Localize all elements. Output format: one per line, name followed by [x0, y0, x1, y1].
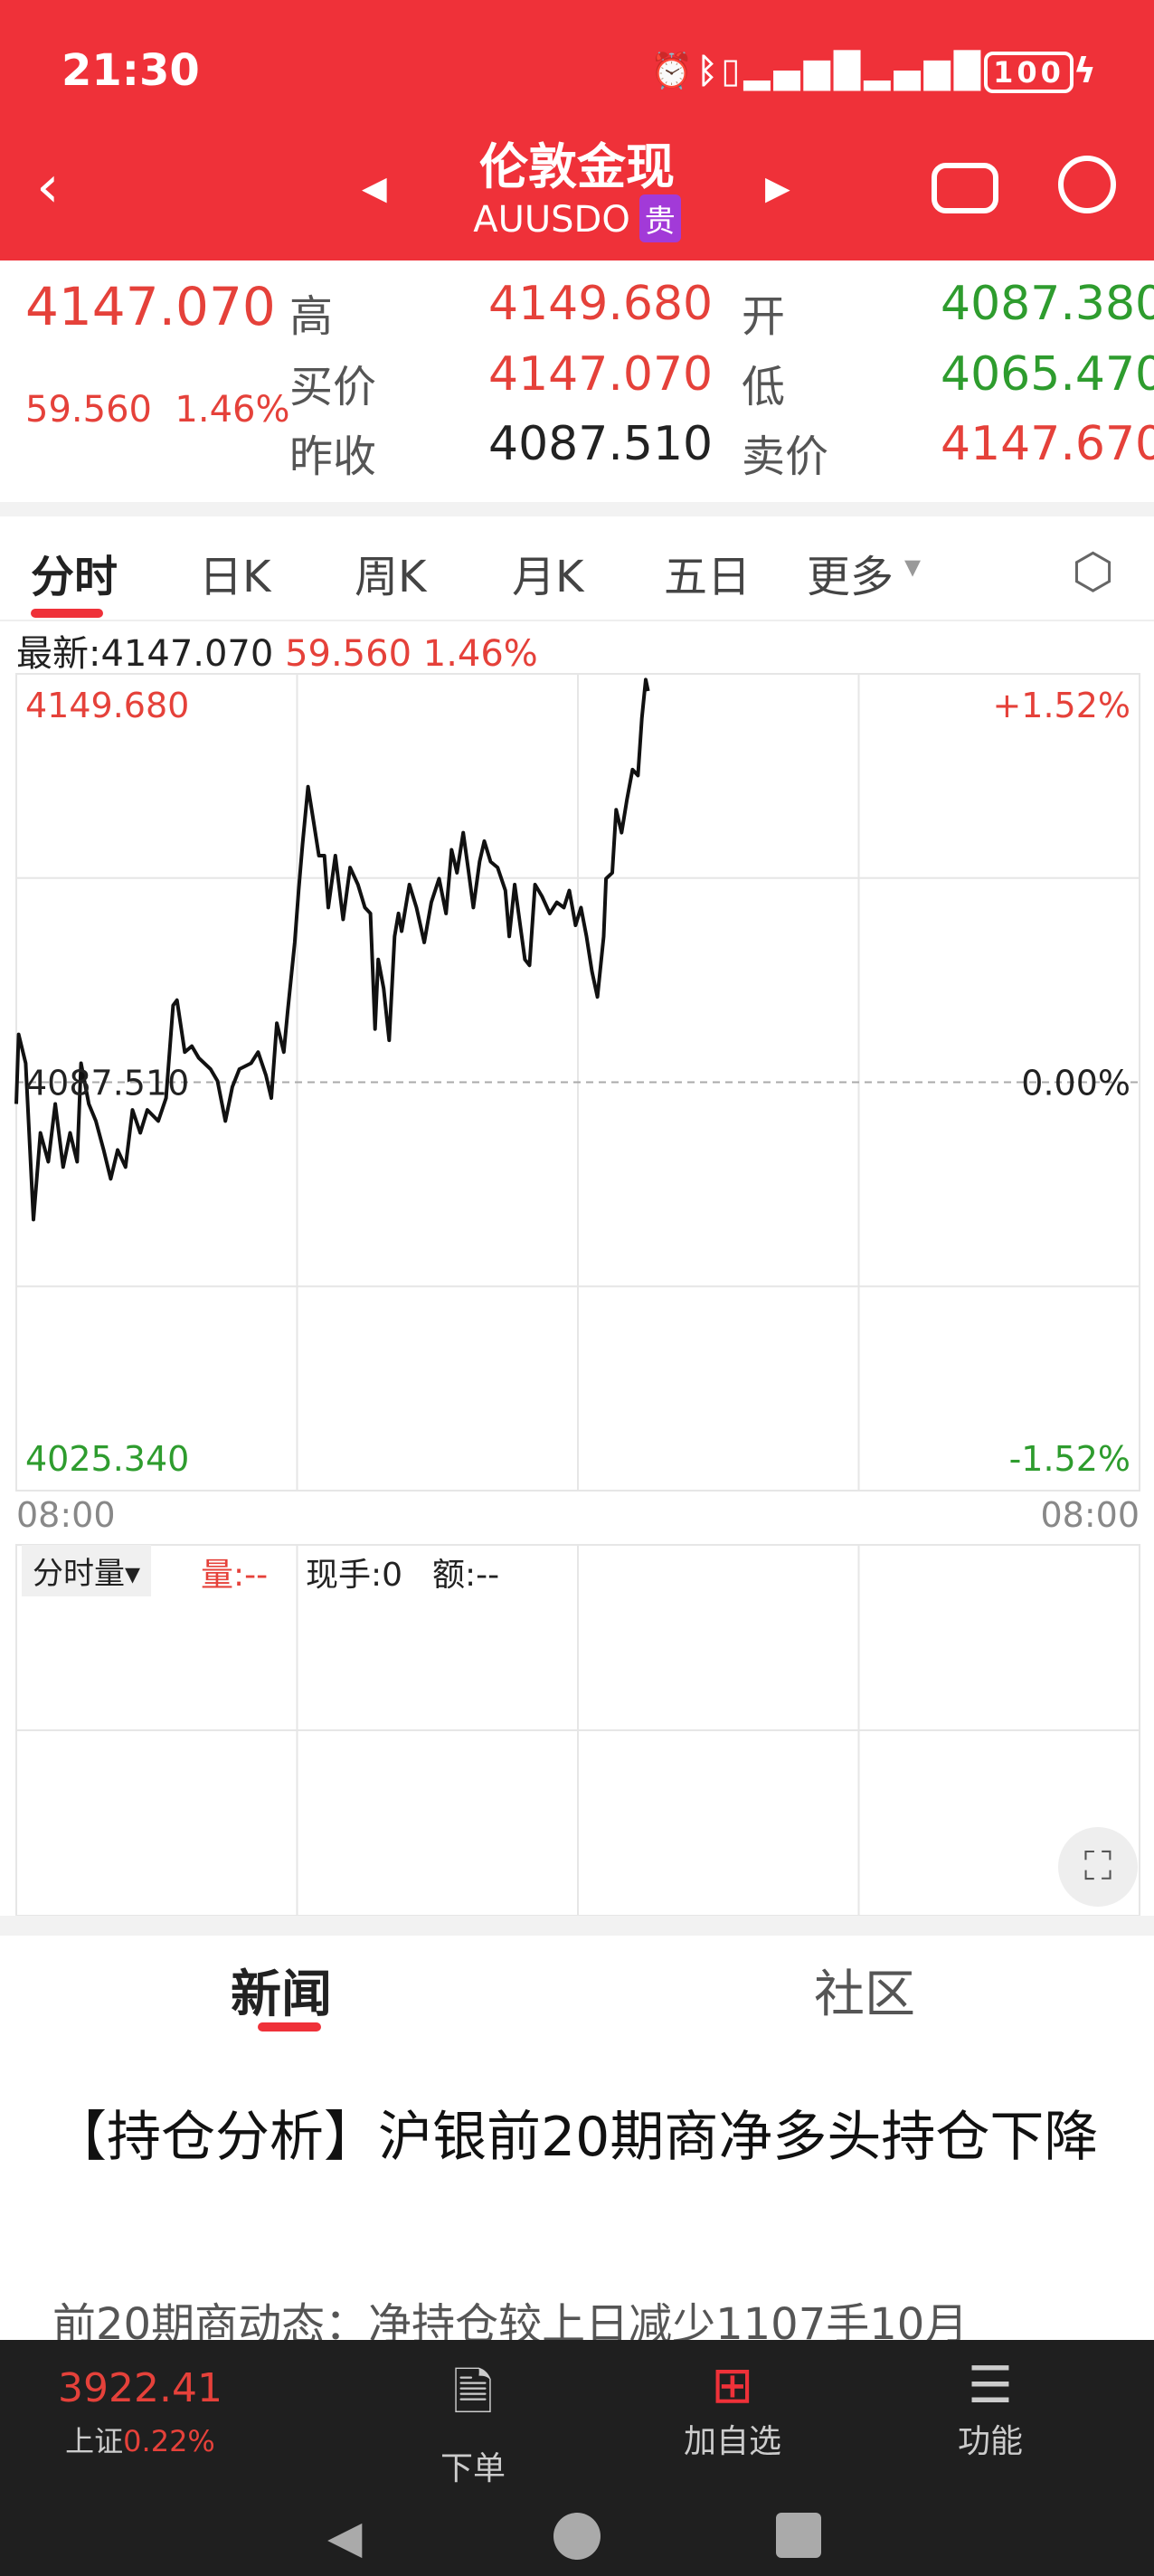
- page-title: 伦敦金现: [479, 138, 675, 195]
- index-name: 上证: [65, 2424, 124, 2458]
- quote-label: 开: [742, 291, 786, 342]
- nav-label: 功能: [957, 2423, 1023, 2460]
- quote-value: 4147.070: [488, 347, 714, 402]
- volume-value: 量:--: [201, 1557, 269, 1594]
- quote-value: 4087.510: [488, 417, 714, 471]
- quote-value: 4087.380: [941, 277, 1154, 331]
- x-tick: 08:00: [1040, 1495, 1140, 1535]
- quote-label: 昨收: [289, 431, 377, 482]
- robot-icon[interactable]: [932, 163, 998, 213]
- search-icon[interactable]: [1058, 156, 1116, 213]
- nav-order[interactable]: 🗎 下单: [360, 2340, 586, 2496]
- system-nav: ◀: [0, 2496, 1154, 2576]
- quote-label: 低: [742, 362, 786, 412]
- bottom-nav: 3922.41 上证0.22% 🗎 下单 ⊞ 加自选 ☰ 功能: [0, 2340, 1154, 2496]
- back-icon[interactable]: ‹: [36, 154, 60, 221]
- status-time: 21:30: [61, 45, 200, 96]
- latest-label: 最新:4147.070: [16, 633, 274, 675]
- divider: [0, 502, 1154, 516]
- category-badge: 贵: [638, 194, 681, 242]
- tab-3[interactable]: 月K: [512, 552, 584, 602]
- status-icons: ⏰ᛒ▯▂▄▆█▂▄▆█ 100 ϟ: [650, 51, 1100, 93]
- next-icon[interactable]: ▶: [765, 170, 790, 207]
- nav-label: 加自选: [683, 2423, 781, 2460]
- change-value: 59.560: [25, 389, 152, 431]
- charging-icon: ϟ: [1073, 51, 1100, 90]
- current-hand: 现手:0: [306, 1557, 403, 1594]
- index-value: 3922.41: [58, 2365, 222, 2411]
- home-nav-icon[interactable]: [553, 2513, 601, 2560]
- news-title[interactable]: 【持仓分析】沪银前20期商净多头持仓下降: [52, 2106, 1099, 2169]
- quote-value: 4147.670: [941, 417, 1154, 471]
- price-line: [14, 677, 650, 1222]
- y-tick-left: 4149.680: [25, 686, 189, 725]
- add-box-icon: ⊞: [711, 2356, 754, 2415]
- menu-circle-icon: ☰: [967, 2356, 1014, 2415]
- alarm-icon: ⏰: [650, 51, 697, 90]
- latest-price-line: 最新:4147.070 59.560 1.46%: [16, 624, 538, 677]
- y-tick-right: 0.00%: [1021, 1064, 1130, 1103]
- y-tick-left: 4087.510: [25, 1064, 189, 1103]
- divider: [0, 620, 1154, 621]
- nav-functions[interactable]: ☰ 功能: [877, 2340, 1103, 2496]
- symbol-code: AUUSDO: [473, 199, 630, 241]
- tab-community[interactable]: 社区: [814, 1965, 915, 2024]
- y-tick-right: -1.52%: [1009, 1439, 1130, 1479]
- signal-icon: ▂▄▆█: [743, 51, 865, 90]
- current-price: 4147.070: [25, 276, 276, 337]
- divider: [0, 1916, 1154, 1936]
- index-pct: 0.22%: [123, 2424, 215, 2458]
- quote-label: 卖价: [742, 431, 829, 482]
- active-tab-indicator: [258, 2022, 321, 2031]
- amount: 额:--: [432, 1557, 500, 1594]
- index-ticker[interactable]: 3922.41 上证0.22%: [27, 2340, 253, 2496]
- intraday-chart[interactable]: 4149.680 4087.510 4025.340 +1.52% 0.00% -1.52…: [0, 669, 1154, 1918]
- nav-label: 下单: [440, 2450, 506, 2487]
- signal-icon: ▂▄▆█: [864, 51, 985, 90]
- bluetooth-icon: ᛒ: [696, 51, 722, 90]
- prev-icon[interactable]: ◀: [362, 170, 387, 207]
- battery-icon: 100: [984, 52, 1074, 93]
- y-tick-right: +1.52%: [992, 686, 1130, 725]
- tab-1[interactable]: 日K: [199, 552, 271, 602]
- fullscreen-icon[interactable]: ⛶: [1058, 1827, 1138, 1907]
- quote-label: 买价: [289, 362, 377, 412]
- quote-label: 高: [289, 291, 334, 342]
- tab-news[interactable]: 新闻: [231, 1965, 332, 2024]
- hexagon-settings-icon[interactable]: ⬡: [1072, 543, 1115, 600]
- document-icon: 🗎: [452, 2363, 494, 2422]
- change-pct: 1.46%: [175, 389, 290, 431]
- vibrate-icon: ▯: [721, 51, 744, 90]
- header: 21:30 ⏰ᛒ▯▂▄▆█▂▄▆█ 100 ϟ ‹ ◀ ▶ 伦敦金现 AUUSDO 贵: [0, 0, 1154, 260]
- x-tick: 08:00: [16, 1495, 116, 1535]
- price-change: 59.560 1.46%: [25, 389, 289, 431]
- tab-0[interactable]: 分时: [31, 552, 118, 602]
- tab-2[interactable]: 周K: [355, 552, 427, 602]
- tab-4[interactable]: 五日: [664, 552, 752, 602]
- dropdown-icon: ▾: [904, 548, 922, 585]
- back-nav-icon[interactable]: ◀: [327, 2511, 363, 2563]
- index-info: 上证0.22%: [27, 2419, 253, 2460]
- tab-5[interactable]: 更多: [807, 552, 894, 602]
- active-tab-indicator: [31, 609, 103, 618]
- symbol: AUUSDO 贵: [0, 194, 1154, 242]
- recents-nav-icon[interactable]: [776, 2513, 821, 2558]
- y-tick-left: 4025.340: [25, 1439, 189, 1479]
- nav-add-watchlist[interactable]: ⊞ 加自选: [620, 2340, 846, 2496]
- latest-change: 59.560 1.46%: [285, 633, 538, 675]
- quote-value: 4149.680: [488, 277, 714, 331]
- quote-value: 4065.470: [941, 347, 1154, 402]
- volume-selector[interactable]: 分时量▾: [22, 1545, 152, 1596]
